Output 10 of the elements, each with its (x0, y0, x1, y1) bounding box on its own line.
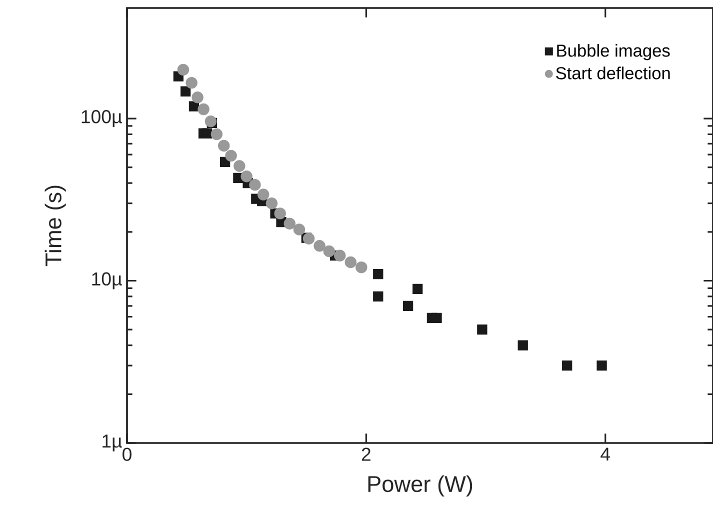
x-tick-label: 2 (362, 448, 370, 461)
y-tick-label: 100µ (82, 110, 122, 127)
x-axis-title: Power (W) (368, 475, 472, 497)
y-axis-title: Time (s) (44, 186, 66, 266)
y-tick-label: 1µ (102, 434, 122, 452)
legend-label: Start deflection (556, 66, 670, 80)
x-tick-label: 0 (122, 448, 132, 461)
y-tick-label: 10µ (92, 272, 122, 290)
x-tick-label: 4 (600, 448, 610, 461)
legend-label: Bubble images (557, 44, 670, 60)
